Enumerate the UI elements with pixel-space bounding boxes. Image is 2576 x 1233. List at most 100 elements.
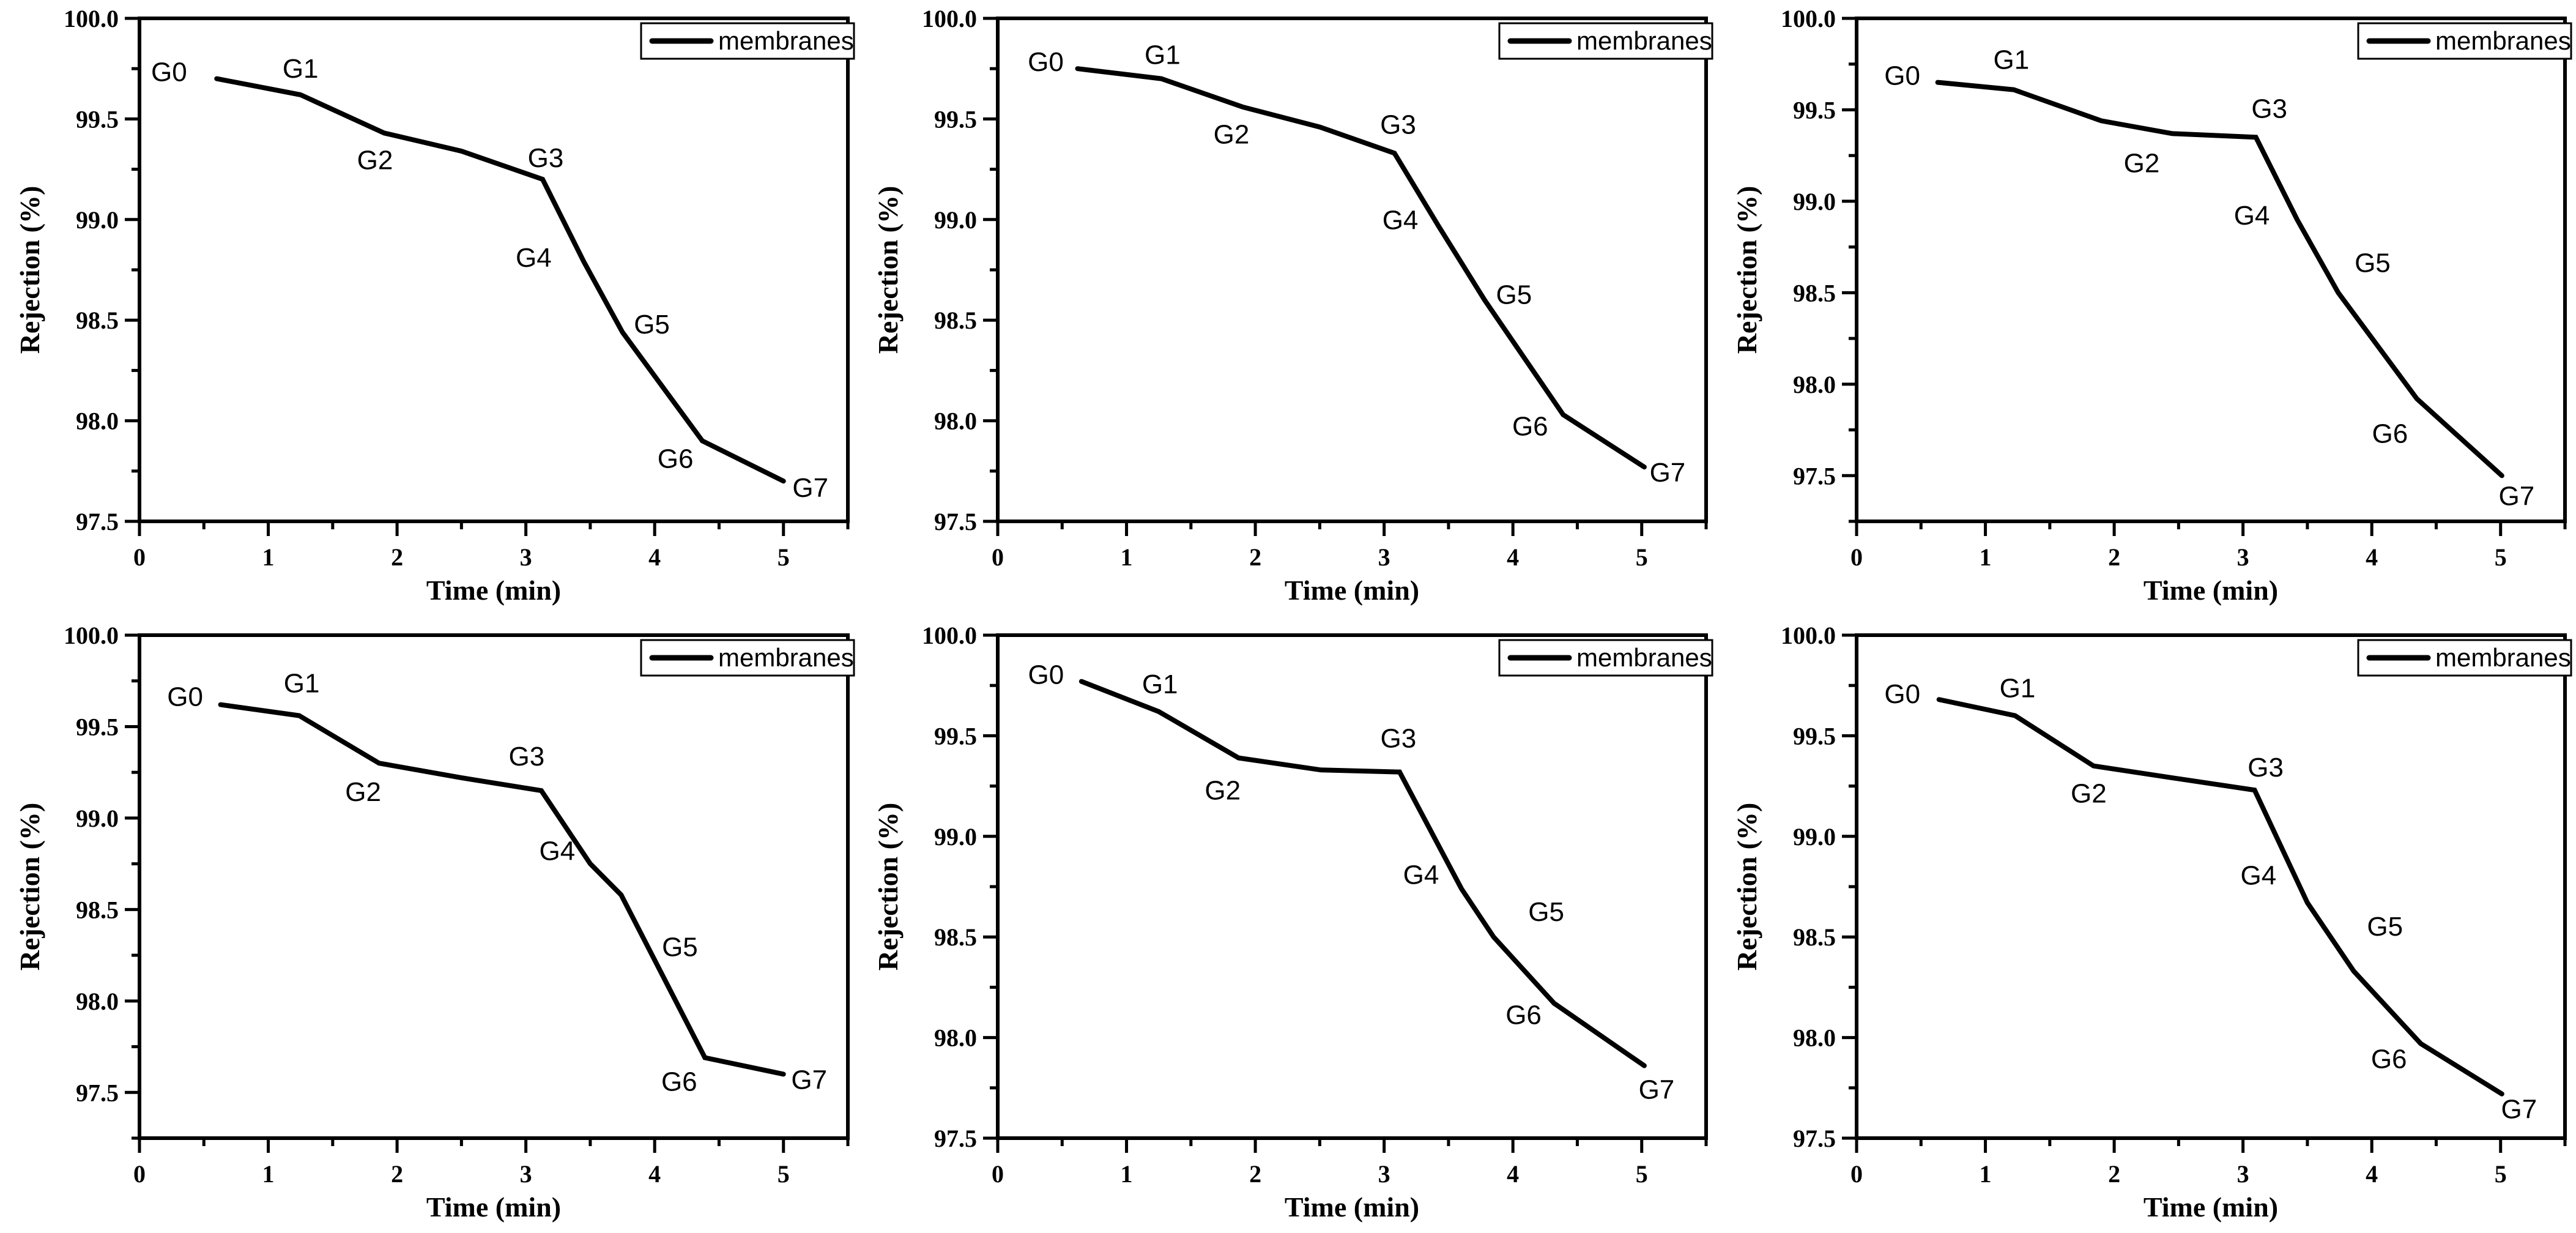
x-tick-label: 5: [778, 543, 790, 571]
y-tick-label: 100.0: [922, 622, 977, 649]
x-axis-title: Time (min): [426, 575, 561, 606]
plot-box: [138, 633, 850, 1140]
chart-svg-bottom-left: 0 1 2 3 4 5 100.0 99.5 99.0 98.5 98.0 97.5 Time (min…: [14, 622, 855, 1223]
point-label-G4: G4: [1403, 860, 1439, 890]
x-tick-label: 1: [1980, 543, 1992, 571]
x-axis-title: Time (min): [2144, 1191, 2278, 1223]
y-tick-label: 99.5: [934, 105, 977, 133]
x-tick-label: 2: [2108, 1160, 2120, 1188]
chart-svg-bottom-middle: 0 1 2 3 4 5 100.0 99.5 99.0 98.5 98.0 97.5 Time (min…: [872, 622, 1713, 1223]
x-tick-label: 0: [1850, 1160, 1863, 1188]
x-tick-label: 2: [2108, 543, 2120, 571]
x-tick-label: 3: [2237, 543, 2249, 571]
point-label-G7: G7: [2498, 481, 2534, 511]
y-tick-label: 98.0: [1793, 1024, 1836, 1052]
x-tick-label: 3: [1378, 543, 1390, 571]
y-tick-label: 100.0: [64, 622, 119, 649]
legend: membranes: [640, 639, 855, 677]
y-tick-label: 98.0: [934, 408, 977, 435]
x-tick-label: 5: [778, 1160, 790, 1188]
point-label-G0: G0: [167, 682, 203, 712]
y-tick-label: 99.0: [1793, 823, 1836, 851]
y-tick-label: 98.5: [76, 896, 119, 923]
point-label-G4: G4: [516, 243, 552, 273]
x-tick-label: 1: [1980, 1160, 1992, 1188]
legend: membranes: [1498, 639, 1713, 677]
point-label-G6: G6: [658, 444, 694, 474]
plot-box: [138, 17, 850, 523]
point-label-G7: G7: [791, 1065, 827, 1095]
y-tick-label: 97.5: [76, 1079, 119, 1106]
point-label-G6: G6: [661, 1067, 697, 1097]
membranes-curve: [1935, 80, 2504, 479]
x-tick-label: 5: [1636, 543, 1648, 571]
x-tick-label: 1: [262, 543, 275, 571]
x-tick-label: 3: [520, 543, 532, 571]
point-label-G4: G4: [540, 836, 576, 866]
x-tick-label: 0: [1850, 543, 1863, 571]
point-label-G5: G5: [634, 310, 670, 340]
point-label-G1: G1: [1994, 45, 2030, 75]
y-tick-label: 98.0: [934, 1024, 977, 1052]
point-label-G2: G2: [1204, 776, 1241, 806]
y-tick-label: 100.0: [1781, 622, 1836, 649]
legend: membranes: [2357, 22, 2572, 60]
chart-svg-bottom-right: 0 1 2 3 4 5 100.0 99.5 99.0 98.5 98.0 97.5 Time (min…: [1731, 622, 2572, 1223]
point-label-G3: G3: [1380, 110, 1416, 140]
point-label-G2: G2: [2071, 779, 2107, 809]
y-tick-label: 98.5: [1793, 923, 1836, 951]
y-axis-title: Rejection (%): [14, 186, 45, 354]
point-label-G0: G0: [1884, 679, 1920, 709]
y-tick-label: 99.5: [1793, 722, 1836, 750]
y-tick-label: 97.5: [76, 508, 119, 535]
plot-box: [996, 633, 1708, 1140]
y-tick-label: 99.0: [934, 206, 977, 234]
point-label-G5: G5: [1528, 897, 1564, 927]
x-tick-label: 0: [992, 543, 1004, 571]
y-tick-label: 99.0: [76, 206, 119, 234]
y-tick-label: 98.5: [934, 307, 977, 334]
point-label-G1: G1: [1142, 669, 1178, 699]
x-tick-label: 3: [2237, 1160, 2249, 1188]
point-label-G5: G5: [662, 932, 698, 962]
x-tick-label: 4: [2366, 1160, 2378, 1188]
plot-box: [1855, 17, 2567, 523]
point-label-G7: G7: [792, 473, 828, 503]
y-axis-title: Rejection (%): [14, 803, 45, 971]
point-label-G6: G6: [1512, 412, 1548, 442]
point-label-G4: G4: [2234, 201, 2270, 231]
y-axis-title: Rejection (%): [1731, 803, 1762, 971]
x-axis-title: Time (min): [1285, 575, 1419, 606]
y-tick-label: 99.5: [76, 105, 119, 133]
x-tick-label: 5: [2495, 1160, 2507, 1188]
y-axis-title: Rejection (%): [872, 803, 904, 971]
x-tick-label: 4: [2366, 543, 2378, 571]
y-tick-label: 97.5: [934, 1125, 977, 1152]
point-label-G4: G4: [2241, 860, 2277, 890]
point-label-G5: G5: [1496, 280, 1532, 310]
chart-panel-bottom-right: 0 1 2 3 4 5 100.0 99.5 99.0 98.5 98.0 97.5 Time (min…: [1717, 617, 2576, 1233]
y-tick-label: 98.5: [934, 923, 977, 951]
y-tick-label: 99.5: [934, 722, 977, 750]
point-label-G1: G1: [2000, 674, 2036, 704]
y-tick-label: 97.5: [934, 508, 977, 535]
y-tick-label: 98.0: [76, 408, 119, 435]
chart-svg-top-left: 0 1 2 3 4 5 100.0 99.5 99.0 98.5 98.0 97.5 Time (min…: [14, 5, 855, 606]
x-tick-label: 2: [1249, 1160, 1261, 1188]
y-tick-label: 98.0: [1793, 371, 1836, 398]
y-tick-label: 100.0: [922, 5, 977, 32]
y-tick-label: 100.0: [1781, 5, 1836, 32]
x-tick-label: 4: [648, 1160, 661, 1188]
chart-panel-bottom-left: 0 1 2 3 4 5 100.0 99.5 99.0 98.5 98.0 97.5 Time (min…: [0, 617, 859, 1233]
membranes-curve: [1075, 66, 1647, 470]
point-label-G2: G2: [357, 145, 393, 175]
x-tick-label: 1: [1121, 1160, 1133, 1188]
point-label-G0: G0: [151, 58, 187, 88]
legend-label: membranes: [718, 26, 854, 55]
legend: membranes: [2357, 639, 2572, 677]
y-tick-label: 100.0: [64, 5, 119, 32]
y-tick-label: 97.5: [1793, 1125, 1836, 1152]
x-tick-label: 3: [1378, 1160, 1390, 1188]
point-label-G5: G5: [2355, 248, 2391, 278]
